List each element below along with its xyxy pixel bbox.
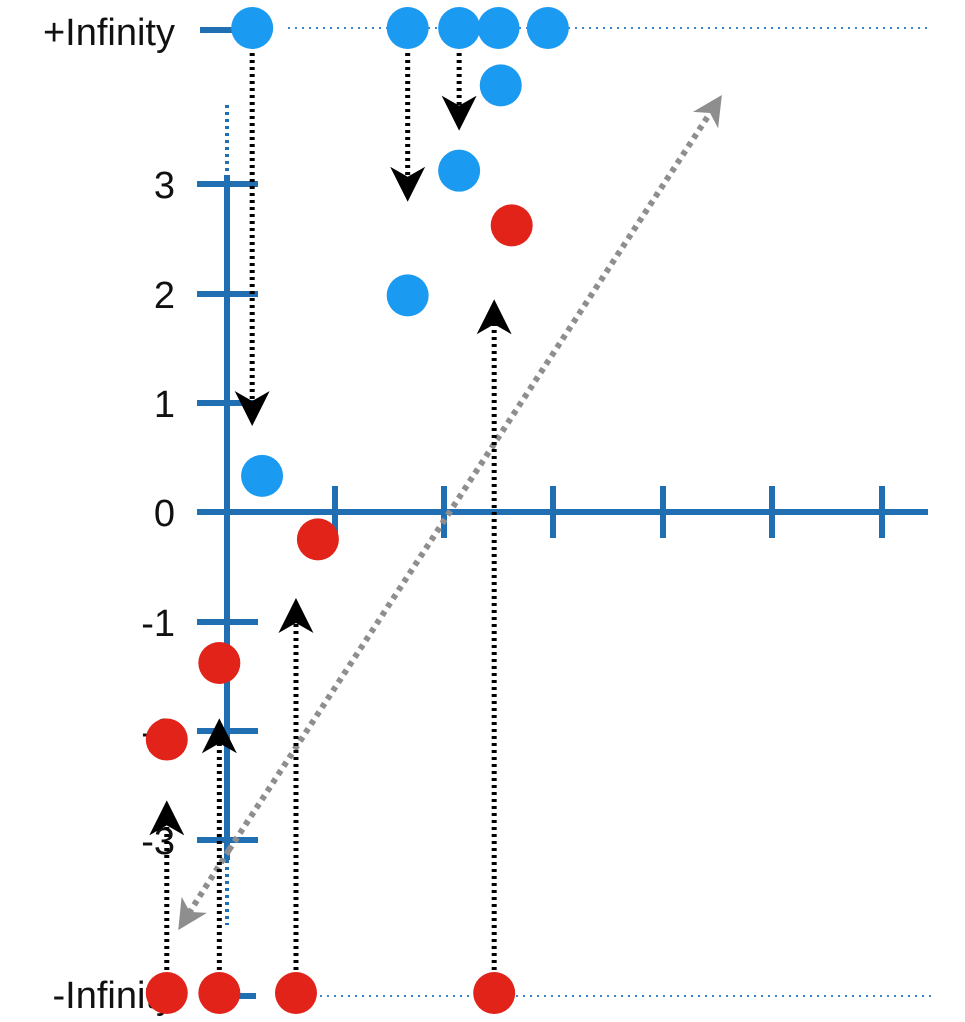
y-tick-label: 0 [154, 493, 175, 535]
blue-point [438, 149, 481, 192]
y-tick-label: -1 [141, 603, 175, 645]
y-tick-label: 2 [154, 275, 175, 317]
red-point [490, 204, 533, 247]
y-tick-label: 1 [154, 384, 175, 426]
red-point-neg-infinity [198, 972, 241, 1014]
pos-infinity-label: +Infinity [43, 12, 175, 54]
red-point [198, 641, 241, 684]
y-tick-2: 2 [154, 275, 258, 317]
y-tick-0: 0 [154, 493, 175, 535]
blue-point [241, 454, 284, 497]
blue-point [479, 64, 522, 107]
blue-point-infinity [231, 7, 274, 49]
identity-line-arrow [178, 848, 232, 931]
red-point-neg-infinity [145, 972, 188, 1014]
points-layer [145, 7, 569, 1014]
blue-point-infinity [526, 7, 569, 49]
blue-point [386, 274, 429, 317]
y-tick-minus-3: -3 [141, 821, 258, 863]
y-tick-1: 1 [154, 384, 258, 426]
y-tick-3: 3 [154, 165, 258, 207]
red-point-neg-infinity [473, 972, 516, 1014]
red-point [145, 718, 188, 761]
y-tick-label: -3 [141, 821, 175, 863]
blue-point-infinity [477, 7, 520, 49]
red-point [296, 518, 339, 561]
identity-line-arrow [226, 94, 722, 852]
blue-point-infinity [438, 7, 481, 49]
red-point-neg-infinity [274, 972, 317, 1014]
arrows-layer [149, 53, 512, 970]
y-tick-label: 3 [154, 165, 175, 207]
y-tick-minus-1: -1 [141, 603, 258, 645]
blue-point-infinity [386, 7, 429, 49]
